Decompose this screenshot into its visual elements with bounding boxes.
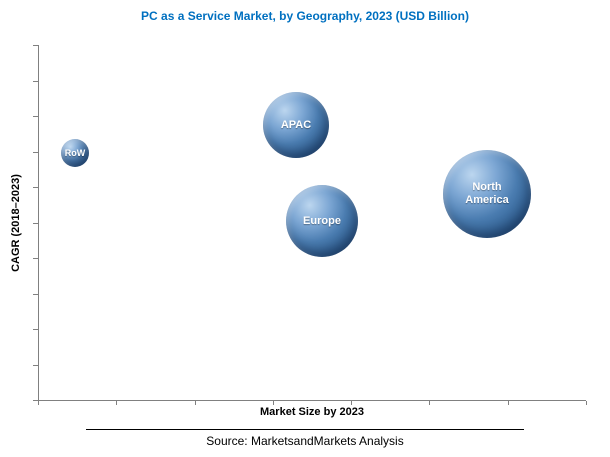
y-axis-tick: [33, 152, 38, 153]
y-axis-tick: [33, 81, 38, 82]
bubble-label: RoW: [64, 147, 86, 158]
x-axis-tick: [508, 401, 509, 405]
x-axis-label: Market Size by 2023: [260, 406, 364, 418]
chart-title: PC as a Service Market, by Geography, 20…: [141, 9, 469, 23]
y-axis-tick: [33, 294, 38, 295]
source-divider: [86, 429, 524, 430]
x-axis-line: [38, 400, 586, 401]
y-axis-tick: [33, 116, 38, 117]
x-axis-tick: [351, 401, 352, 405]
y-axis-tick: [33, 258, 38, 259]
bubble-north-america: North America: [443, 150, 531, 238]
y-axis-tick: [33, 365, 38, 366]
x-axis-tick: [38, 401, 39, 405]
bubble-label: APAC: [280, 118, 312, 131]
x-axis-tick: [273, 401, 274, 405]
bubble-apac: APAC: [263, 92, 329, 158]
x-axis-tick: [116, 401, 117, 405]
x-axis-tick: [586, 401, 587, 405]
y-axis-tick: [33, 329, 38, 330]
y-axis-tick: [33, 223, 38, 224]
y-axis-tick: [33, 400, 38, 401]
y-axis-line: [38, 45, 39, 401]
y-axis-tick: [33, 187, 38, 188]
bubble-europe: Europe: [286, 185, 358, 257]
y-axis-tick: [33, 45, 38, 46]
source-note: Source: MarketsandMarkets Analysis: [206, 434, 404, 448]
bubble-row: RoW: [61, 139, 89, 167]
y-axis-label: CAGR (2018–2023): [10, 174, 22, 272]
bubble-label: North America: [465, 181, 509, 206]
x-axis-tick: [429, 401, 430, 405]
x-axis-tick: [195, 401, 196, 405]
bubble-label: Europe: [303, 214, 341, 227]
